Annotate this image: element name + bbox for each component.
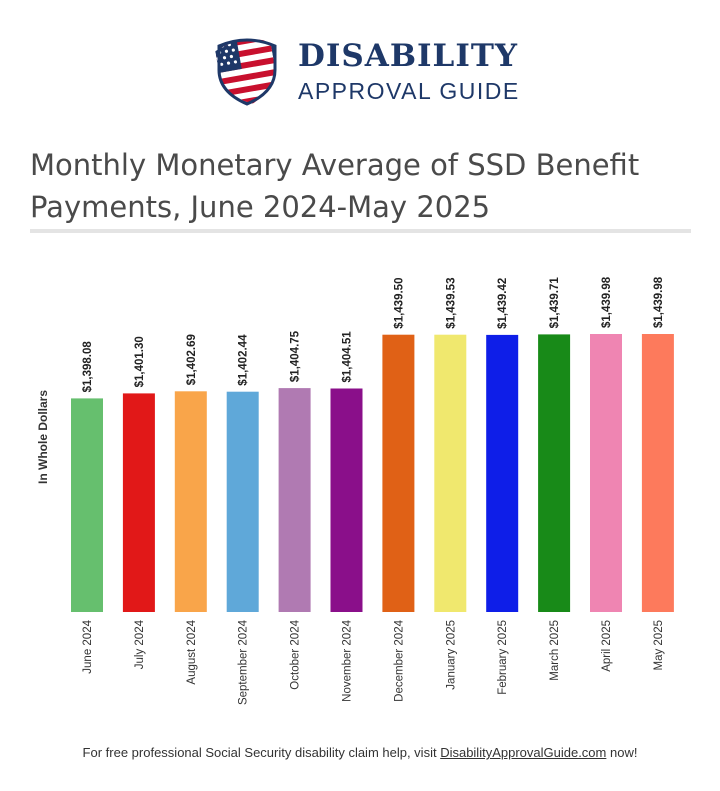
bar-value-label: $1,439.71 xyxy=(549,277,561,329)
bar-value-label: $1,439.53 xyxy=(445,278,457,329)
bar xyxy=(434,334,467,612)
bar-value-label: $1,439.98 xyxy=(601,276,613,328)
x-tick-label: February 2025 xyxy=(497,620,509,695)
bar xyxy=(330,388,363,612)
bar-value-label: $1,402.44 xyxy=(238,334,250,386)
chart-title: Monthly Monetary Average of SSD Benefit … xyxy=(30,148,640,224)
bar xyxy=(122,393,155,612)
x-tick-label: January 2025 xyxy=(445,620,457,690)
bar-value-label: $1,439.50 xyxy=(393,278,405,329)
bar-value-label: $1,402.69 xyxy=(186,334,198,385)
x-tick-label: June 2024 xyxy=(82,619,94,673)
brand-name-line1: DISABILITY xyxy=(298,38,519,74)
x-tick-label: April 2025 xyxy=(601,620,613,672)
bar-value-label: $1,398.08 xyxy=(82,341,94,393)
bar xyxy=(641,334,674,612)
bar-value-label: $1,404.75 xyxy=(290,330,302,382)
bar xyxy=(278,388,311,612)
bar-series: $1,398.08 June 2024 $1,401.30 July 2024 $1,4… xyxy=(71,276,674,705)
bar xyxy=(590,334,622,612)
us-flag-shield-icon xyxy=(214,36,280,106)
x-tick-label: July 2024 xyxy=(134,619,146,669)
bar-value-label: $1,401.30 xyxy=(134,336,146,387)
bar xyxy=(226,391,259,612)
footer-note: For free professional Social Security di… xyxy=(0,745,720,760)
bar xyxy=(71,398,103,612)
title-divider xyxy=(30,229,691,233)
footer-text-end: now! xyxy=(606,745,638,760)
footer-link[interactable]: DisabilityApprovalGuide.com xyxy=(440,745,607,760)
x-tick-label: November 2024 xyxy=(342,619,354,701)
bar xyxy=(538,334,571,612)
y-axis-label: In Whole Dollars xyxy=(36,390,50,484)
brand-logo: DISABILITY APPROVAL GUIDE xyxy=(214,36,518,108)
bar-value-label: $1,439.42 xyxy=(497,278,509,329)
footer-text: For free professional Social Security di… xyxy=(82,745,441,760)
x-tick-label: October 2024 xyxy=(290,619,302,689)
x-tick-label: August 2024 xyxy=(186,619,198,684)
bar xyxy=(174,391,207,612)
x-tick-label: March 2025 xyxy=(549,620,561,681)
bar xyxy=(486,334,519,612)
x-tick-label: September 2024 xyxy=(238,619,250,705)
bar-value-label: $1,439.98 xyxy=(653,276,665,328)
x-tick-label: May 2025 xyxy=(653,620,665,671)
x-tick-label: December 2024 xyxy=(393,619,405,701)
brand-name-line2: APPROVAL GUIDE xyxy=(298,78,520,104)
bar-value-label: $1,404.51 xyxy=(342,331,354,383)
bar xyxy=(382,334,415,612)
